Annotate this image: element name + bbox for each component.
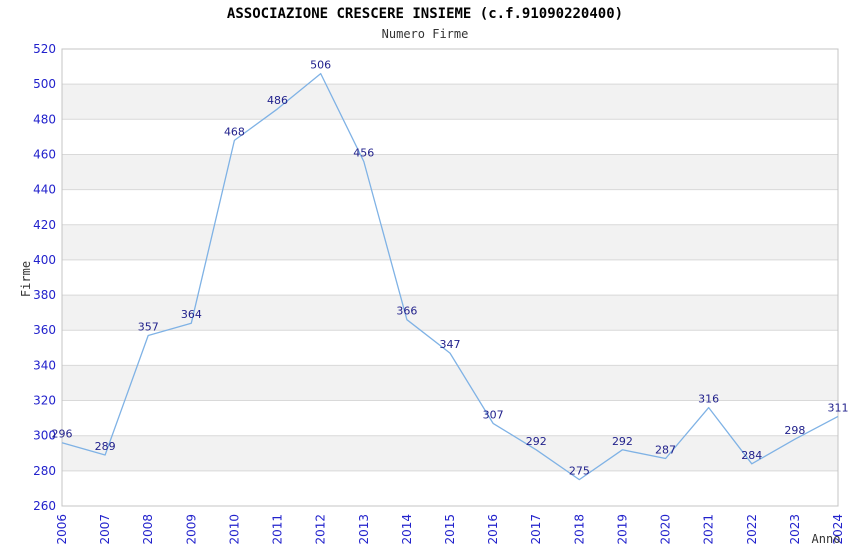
data-label: 284 [741, 449, 762, 462]
data-label: 456 [353, 146, 374, 159]
y-tick-label: 400 [33, 253, 56, 267]
y-tick-label: 500 [33, 77, 56, 91]
data-label: 292 [526, 435, 547, 448]
data-label: 289 [95, 440, 116, 453]
plot-band [62, 119, 838, 155]
plot-band [62, 49, 838, 85]
x-tick-label: 2019 [615, 514, 629, 545]
plot-band [62, 400, 838, 436]
data-label: 287 [655, 444, 676, 457]
x-tick-label: 2016 [486, 514, 500, 545]
data-label: 468 [224, 125, 245, 138]
x-tick-label: 2022 [745, 514, 759, 545]
x-tick-label: 2006 [55, 514, 69, 545]
y-tick-label: 460 [33, 147, 56, 161]
x-tick-label: 2015 [443, 514, 457, 545]
plot-band [62, 259, 838, 296]
x-tick-label: 2018 [572, 514, 586, 545]
data-label: 366 [396, 305, 417, 318]
x-tick-label: 2017 [529, 514, 543, 545]
plot-band [62, 224, 838, 260]
data-label: 506 [310, 59, 331, 72]
plot-band [62, 295, 838, 331]
data-label: 292 [612, 435, 633, 448]
data-label: 347 [440, 338, 461, 351]
y-tick-label: 480 [33, 112, 56, 126]
y-tick-label: 320 [33, 394, 56, 408]
series-line [61, 72, 839, 481]
plot-band [62, 470, 838, 506]
y-tick-label: 380 [33, 288, 56, 302]
y-tick-label: 300 [33, 429, 56, 443]
data-label: 486 [267, 94, 288, 107]
data-label: 298 [784, 424, 805, 437]
x-tick-label: 2009 [184, 514, 198, 545]
y-tick-label: 260 [33, 499, 56, 513]
y-tick-label: 520 [33, 42, 56, 56]
x-tick-label: 2024 [831, 514, 845, 545]
chart-subtitle: Numero Firme [381, 27, 469, 41]
x-tick-label: 2014 [400, 514, 414, 545]
x-tick-label: 2020 [659, 514, 673, 545]
plot-band [62, 84, 838, 120]
x-tick-label: 2021 [702, 514, 716, 545]
chart-title: ASSOCIAZIONE CRESCERE INSIEME (c.f.91090… [226, 6, 624, 22]
data-label: 275 [569, 465, 590, 478]
plot-band [62, 435, 838, 471]
x-tick-label: 2010 [227, 514, 241, 545]
data-label: 357 [138, 321, 159, 334]
data-label: 311 [828, 401, 849, 414]
data-label: 296 [52, 428, 73, 441]
y-tick-label: 440 [33, 183, 56, 197]
y-axis-title: Firme [19, 260, 33, 298]
plot-band [62, 365, 838, 401]
data-label: 316 [698, 393, 719, 406]
x-tick-label: 2007 [98, 514, 112, 545]
plot-band [62, 330, 838, 366]
y-tick-label: 340 [33, 358, 56, 372]
y-tick-label: 420 [33, 218, 56, 232]
x-tick-label: 2008 [141, 514, 155, 545]
x-tick-label: 2023 [788, 514, 802, 545]
data-label: 307 [483, 408, 504, 421]
data-label: 364 [181, 308, 202, 321]
plot-border [61, 48, 839, 507]
x-tick-label: 2011 [271, 514, 285, 545]
plot-band [62, 189, 838, 225]
x-tick-label: 2013 [357, 514, 371, 545]
y-tick-label: 360 [33, 323, 56, 337]
x-tick-label: 2012 [314, 514, 328, 545]
plot-band [62, 154, 838, 190]
x-axis-title: Anno [811, 532, 841, 546]
y-tick-label: 280 [33, 464, 56, 478]
